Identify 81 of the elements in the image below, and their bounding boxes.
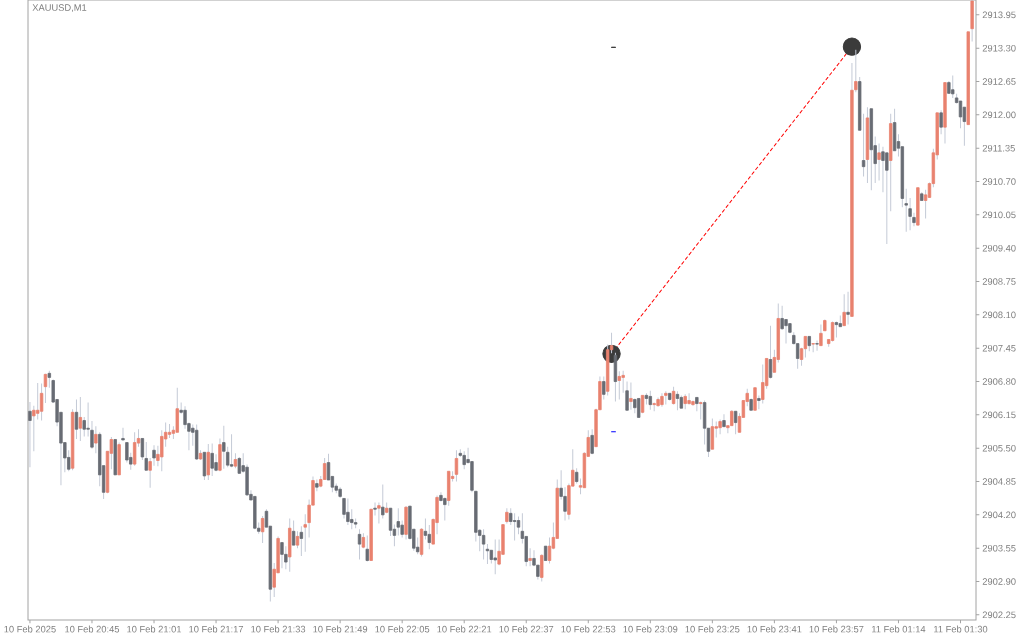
candlestick (815, 340, 819, 352)
candlestick (423, 517, 428, 540)
candlestick (637, 398, 641, 418)
x-tick-label: 10 Feb 21:49 (313, 625, 368, 633)
candlestick (388, 507, 393, 537)
candlestick (951, 74, 955, 99)
candlestick (481, 528, 486, 560)
candlestick (280, 542, 284, 569)
candlestick (74, 398, 79, 440)
y-tick-label: 2908.10 (982, 311, 1016, 319)
x-tick-label: 10 Feb 23:09 (623, 625, 678, 633)
y-tick-label: 2909.40 (982, 244, 1016, 252)
y-tick-label: 2906.80 (982, 378, 1016, 385)
candlestick (722, 413, 726, 428)
candlestick (443, 496, 447, 522)
x-tick-label: 10 Feb 23:25 (685, 625, 740, 633)
x-tick-label: 10 Feb 21:17 (189, 625, 244, 633)
candlestick (877, 143, 881, 182)
y-tick-label: 2902.90 (982, 578, 1016, 585)
x-tick-label: 11 Feb 01:30 (934, 625, 988, 633)
y-tick-label: 2904.20 (982, 511, 1016, 519)
candlestick (718, 418, 722, 435)
candlestick (94, 425, 98, 454)
x-tick-label: 10 Feb 23:57 (809, 625, 864, 633)
x-tick-label: 10 Feb 21:33 (251, 625, 306, 633)
candlestick (687, 392, 691, 406)
y-tick-label: 2906.15 (982, 411, 1016, 419)
candlestick (365, 534, 369, 563)
candlestick (846, 291, 850, 326)
y-tick-label: 2912.00 (982, 111, 1016, 119)
candlestick (78, 396, 83, 442)
candlestick (540, 553, 544, 583)
candlestick (784, 318, 788, 345)
x-tick-label: 11 Feb 01:14 (872, 625, 926, 633)
y-tick-label: 2903.55 (982, 544, 1016, 552)
candlestick (819, 324, 823, 347)
y-tick-label: 2905.50 (982, 444, 1016, 452)
candlestick (528, 547, 532, 567)
x-tick-label: 10 Feb 23:41 (747, 625, 802, 633)
y-tick-label: 2910.05 (982, 211, 1016, 219)
chart-title: XAUUSD,M1 (32, 4, 87, 12)
candlestick (28, 401, 32, 468)
x-tick-label: 10 Feb 22:21 (437, 625, 492, 633)
candlestick (39, 383, 44, 422)
candlestick (132, 431, 137, 467)
candlestick (210, 443, 214, 477)
candlestick (590, 428, 594, 455)
y-tick-label: 2910.70 (982, 178, 1016, 185)
candlestick (768, 325, 773, 379)
candlestick (183, 405, 187, 430)
y-tick-label: 2912.65 (982, 78, 1016, 85)
x-tick-label: 10 Feb 22:37 (499, 625, 554, 633)
y-tick-label: 2908.75 (982, 278, 1016, 285)
candlestick (648, 390, 652, 411)
y-tick-label: 2911.35 (982, 144, 1015, 152)
candlestick (291, 520, 296, 546)
candlestick (753, 387, 757, 411)
candlestick (36, 382, 40, 420)
candlestick (958, 100, 963, 129)
candlestick (881, 146, 885, 193)
candlestick (206, 443, 210, 481)
candlestick (617, 370, 621, 400)
y-tick-label: 2913.95 (982, 11, 1016, 19)
y-tick-label: 2913.30 (982, 44, 1016, 52)
y-tick-label: 2904.85 (982, 478, 1016, 485)
x-tick-label: 10 Feb 2025 (4, 625, 56, 633)
x-tick-label: 10 Feb 22:05 (375, 625, 430, 633)
candlestick (222, 425, 226, 470)
y-tick-label: 2902.25 (982, 611, 1016, 619)
candlestick (629, 382, 633, 411)
y-tick-label: 2907.45 (982, 344, 1016, 352)
candlestick (346, 497, 350, 526)
x-tick-label: 10 Feb 20:45 (65, 625, 120, 633)
candlestick (315, 478, 319, 492)
candlestick (493, 538, 497, 575)
candlestick (904, 188, 908, 233)
candlestick (121, 427, 125, 441)
candlestick (939, 109, 943, 135)
candlestick (842, 293, 846, 327)
x-tick-label: 10 Feb 22:53 (561, 625, 616, 633)
x-tick-label: 10 Feb 21:01 (127, 625, 182, 633)
